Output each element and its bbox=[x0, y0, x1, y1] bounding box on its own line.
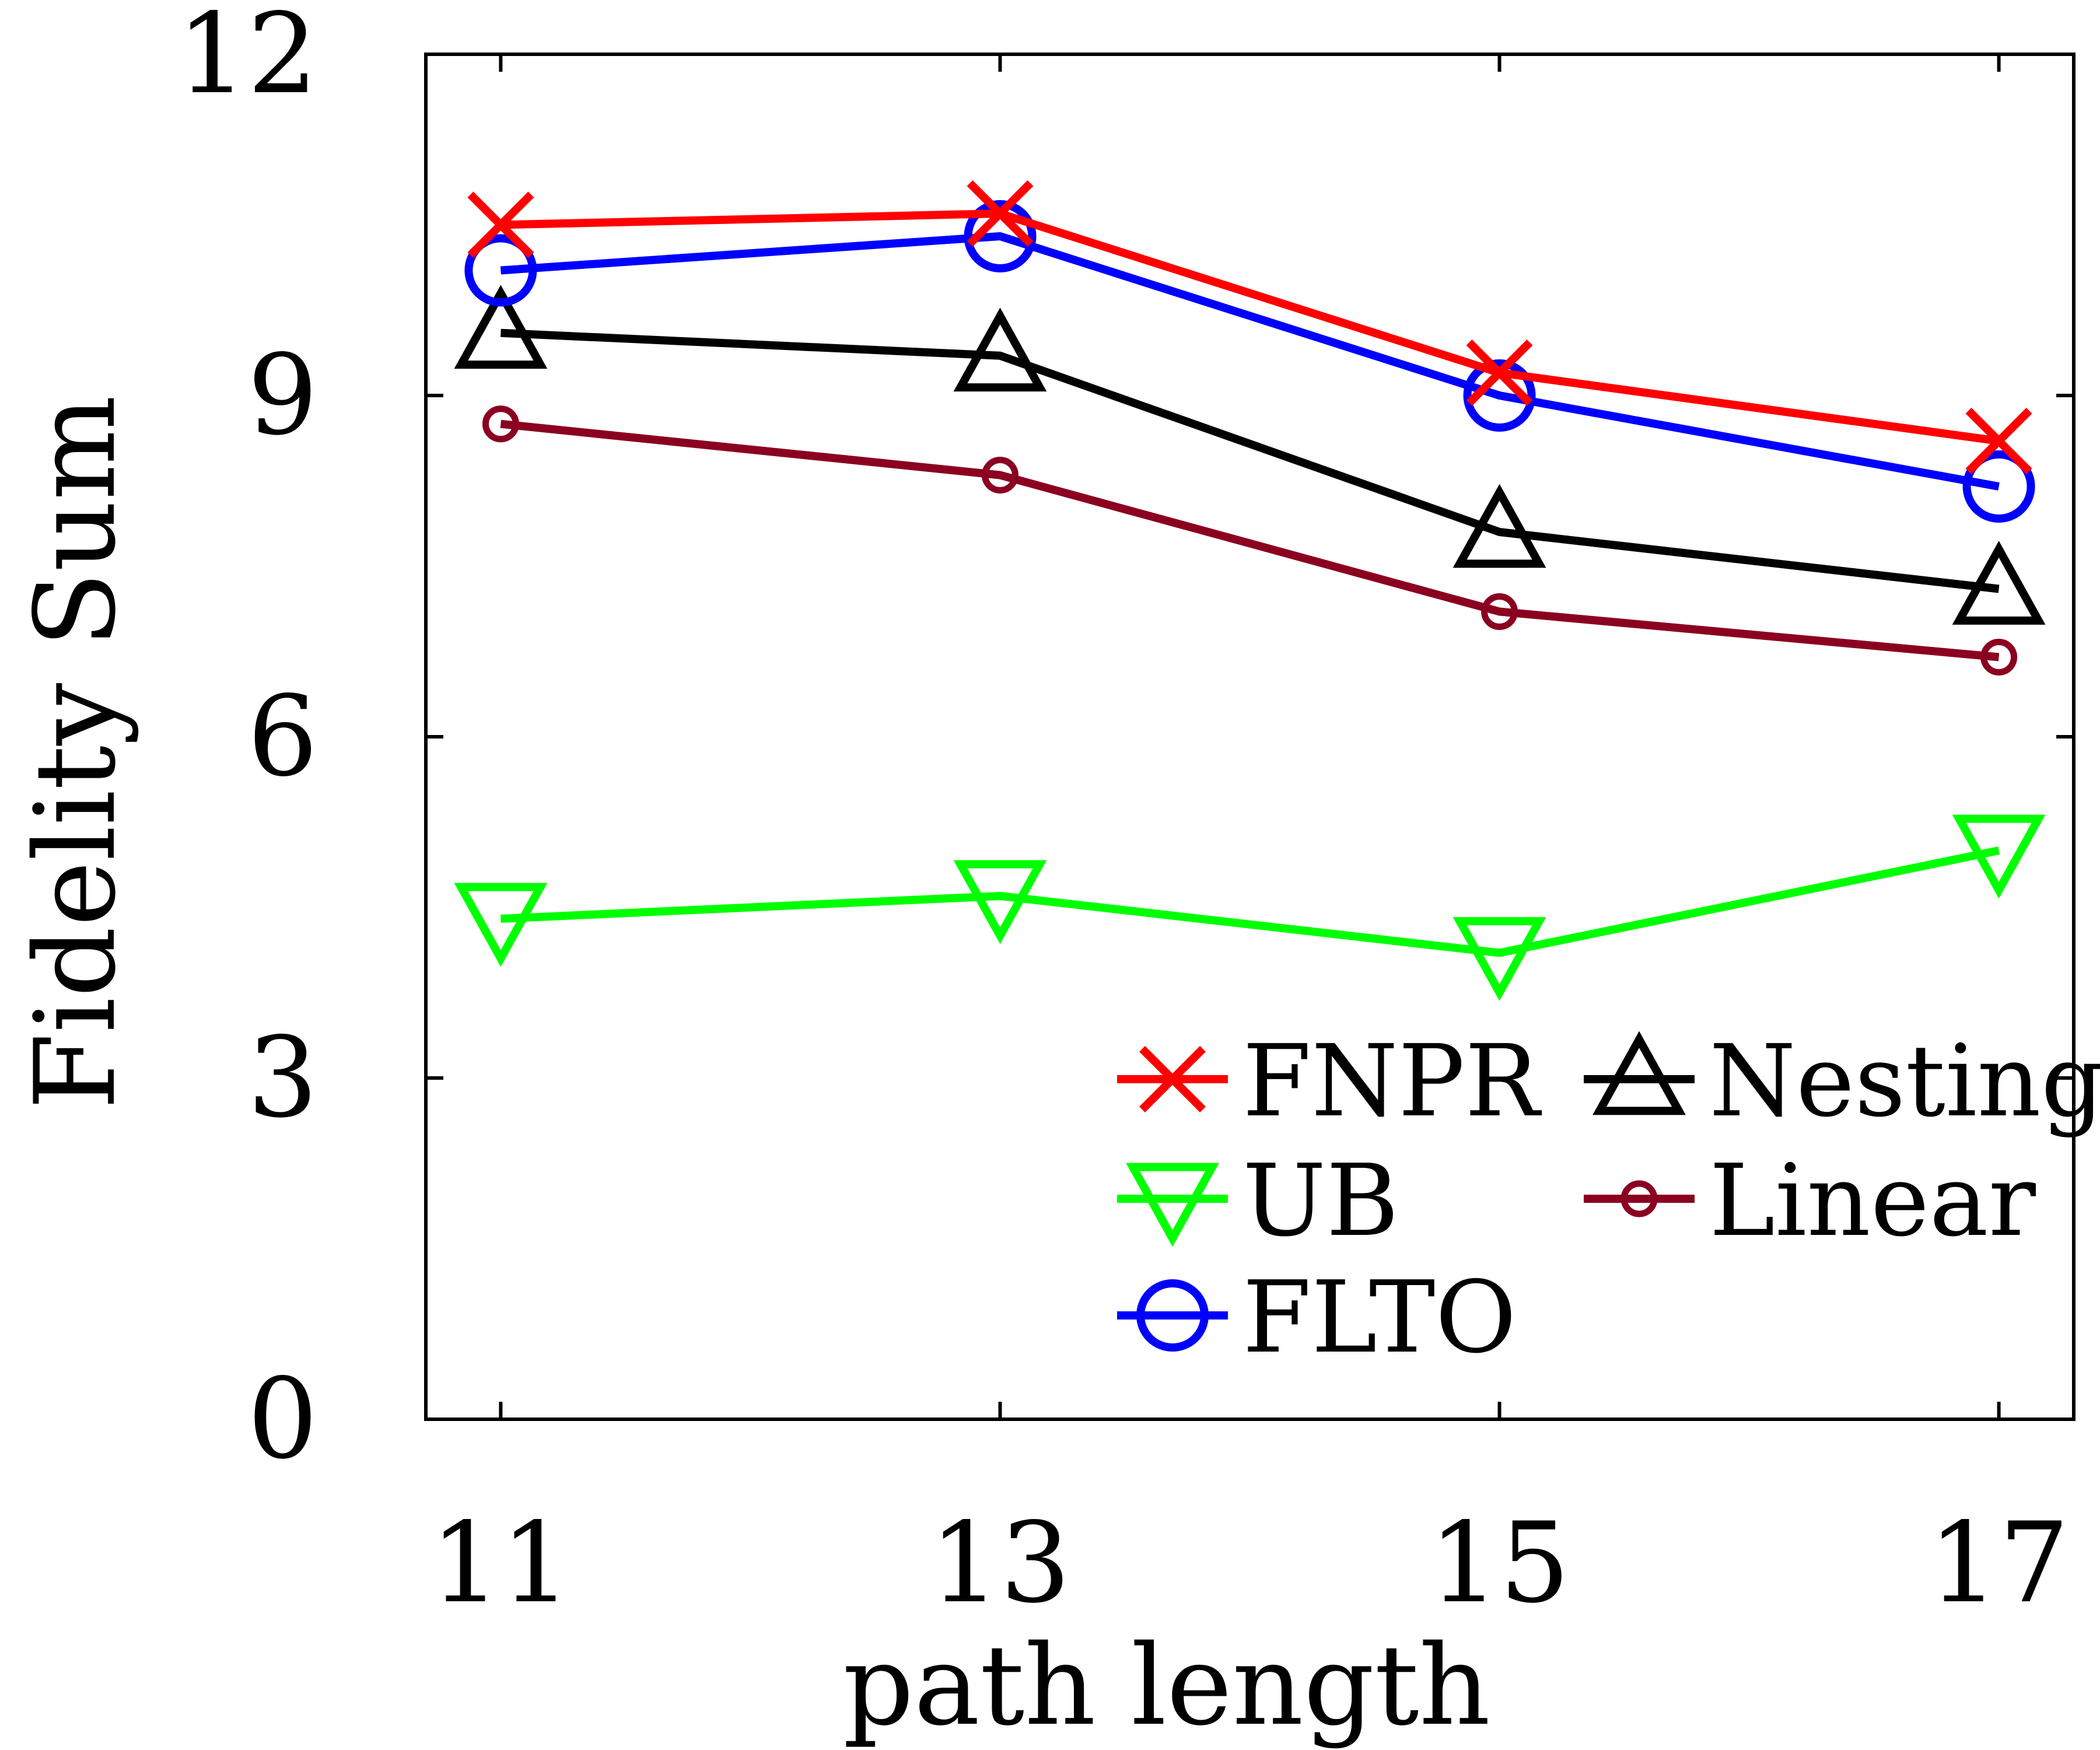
series-fnpr bbox=[467, 180, 2032, 474]
data-point-fnpr bbox=[1466, 340, 1533, 406]
x-tick-label: 15 bbox=[1429, 1499, 1570, 1628]
y-tick-label: 3 bbox=[247, 1013, 318, 1142]
legend-item-ub: UB bbox=[1117, 1143, 1399, 1259]
y-tick-label: 6 bbox=[247, 672, 318, 801]
x-tick-label: 11 bbox=[430, 1499, 572, 1628]
y-tick-label: 9 bbox=[247, 331, 318, 460]
series-ub bbox=[454, 814, 2046, 1001]
legend-item-flto: FLTO bbox=[1117, 1260, 1517, 1376]
series-linear bbox=[482, 405, 2018, 676]
legend-marker-flto bbox=[1136, 1279, 1209, 1352]
data-point-linear bbox=[482, 405, 519, 443]
data-point-nesting bbox=[953, 307, 1047, 392]
data-point-nesting bbox=[454, 285, 548, 369]
legend-item-nesting: Nesting bbox=[1584, 1024, 2100, 1139]
axis-ticks: 11 13 15 17 0 3 6 9 12 bbox=[177, 0, 2074, 1628]
legend-item-fnpr: FNPR bbox=[1117, 1024, 1542, 1139]
series-line-nesting bbox=[501, 328, 2000, 593]
data-point-flto bbox=[1463, 359, 1536, 432]
legend: FNPR Nesting UB Linear FLTO bbox=[1117, 1024, 2100, 1376]
legend-marker-linear bbox=[1620, 1180, 1658, 1217]
data-point-ub bbox=[1952, 814, 2046, 899]
data-point-nesting bbox=[1952, 541, 2046, 625]
y-tick-label: 12 bbox=[177, 0, 318, 118]
series-line-ub bbox=[501, 846, 2000, 957]
x-tick-label: 13 bbox=[930, 1499, 1071, 1628]
x-tick-label: 17 bbox=[1929, 1499, 2070, 1628]
data-point-linear bbox=[1980, 639, 2018, 676]
legend-label-fnpr: FNPR bbox=[1242, 1024, 1542, 1139]
legend-marker-nesting bbox=[1592, 1031, 1686, 1115]
series-layer bbox=[454, 180, 2046, 1001]
legend-label-linear: Linear bbox=[1709, 1143, 2036, 1259]
legend-marker-fnpr bbox=[1139, 1046, 1206, 1112]
series-line-flto bbox=[500, 232, 2000, 491]
y-axis-label: Fidelity Sum bbox=[11, 396, 140, 1110]
legend-marker-ub bbox=[1126, 1163, 1219, 1247]
y-tick-label: 0 bbox=[247, 1354, 318, 1483]
data-point-flto bbox=[464, 234, 537, 307]
legend-label-ub: UB bbox=[1242, 1143, 1399, 1259]
data-point-ub bbox=[953, 860, 1047, 944]
data-point-nesting bbox=[1452, 484, 1546, 568]
data-point-linear bbox=[1481, 593, 1518, 630]
data-point-flto bbox=[964, 200, 1037, 272]
legend-label-nesting: Nesting bbox=[1709, 1024, 2100, 1139]
data-point-flto bbox=[1962, 450, 2035, 523]
series-line-linear bbox=[500, 419, 2000, 662]
data-point-fnpr bbox=[1965, 408, 2032, 474]
series-nesting bbox=[454, 285, 2046, 625]
data-point-fnpr bbox=[467, 191, 534, 258]
data-point-ub bbox=[454, 883, 548, 967]
data-point-ub bbox=[1452, 917, 1546, 1001]
series-line-fnpr bbox=[501, 209, 2000, 445]
legend-item-linear: Linear bbox=[1584, 1143, 2036, 1259]
series-flto bbox=[464, 200, 2035, 523]
legend-label-flto: FLTO bbox=[1242, 1260, 1517, 1376]
x-axis-label: path length bbox=[843, 1621, 1490, 1750]
data-point-linear bbox=[981, 457, 1019, 494]
data-point-fnpr bbox=[967, 180, 1034, 247]
